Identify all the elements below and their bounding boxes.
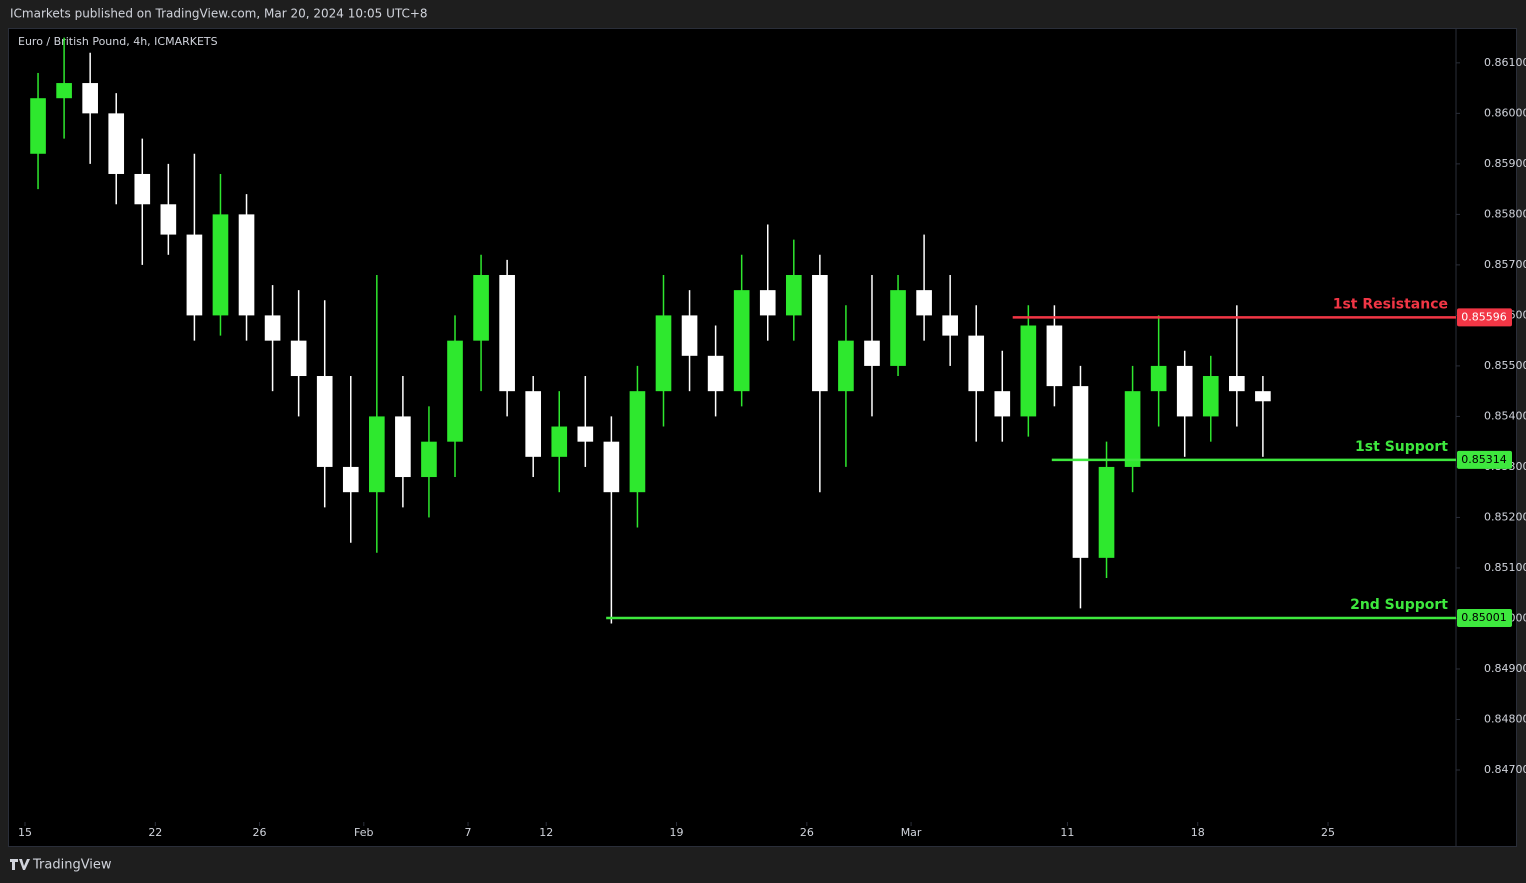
level-name: 1st Resistance bbox=[1333, 296, 1448, 312]
candle-body bbox=[707, 355, 724, 392]
chart-title: Euro / British Pound, 4h, ICMARKETS bbox=[18, 35, 218, 48]
candle-body bbox=[1046, 325, 1063, 387]
candle-body bbox=[890, 290, 906, 366]
candle-body bbox=[785, 274, 802, 316]
candle-body bbox=[994, 391, 1011, 417]
candle-body bbox=[759, 290, 776, 316]
x-tick-label: 7 bbox=[465, 826, 472, 839]
candle-body bbox=[603, 441, 620, 493]
level-name: 2nd Support bbox=[1350, 597, 1448, 613]
y-tick-label: 0.86000 bbox=[1484, 106, 1526, 119]
chart-panel bbox=[8, 28, 1517, 847]
candle-body bbox=[1124, 391, 1141, 467]
level-price-box bbox=[1457, 308, 1512, 327]
x-tick-label: 19 bbox=[670, 826, 684, 839]
candle-body bbox=[56, 83, 72, 99]
candle-body bbox=[577, 426, 594, 442]
candle-body bbox=[629, 391, 646, 493]
candle-body bbox=[395, 416, 411, 478]
candle-body bbox=[421, 441, 437, 478]
candle-body bbox=[186, 234, 203, 316]
level-price: 0.85314 bbox=[1461, 453, 1507, 466]
candle-body bbox=[82, 83, 98, 114]
y-tick-label: 0.84900 bbox=[1484, 662, 1526, 675]
candle-body bbox=[238, 214, 255, 316]
candle-body bbox=[838, 340, 854, 392]
candle-body bbox=[1020, 325, 1037, 417]
y-tick-label: 0.86100 bbox=[1484, 56, 1526, 69]
y-tick-label: 0.84700 bbox=[1484, 763, 1526, 776]
candle-body bbox=[942, 315, 958, 336]
candle-body bbox=[134, 173, 151, 205]
level-name: 1st Support bbox=[1355, 439, 1448, 455]
y-tick-label: 0.85700 bbox=[1484, 258, 1526, 271]
x-tick-label: 26 bbox=[253, 826, 267, 839]
x-tick-label: Feb bbox=[354, 826, 373, 839]
y-tick-label: 0.85500 bbox=[1484, 359, 1526, 372]
candle-body bbox=[1176, 365, 1193, 417]
candle-body bbox=[864, 340, 880, 366]
candle-body bbox=[1229, 376, 1245, 392]
candle-body bbox=[525, 391, 542, 457]
candle-body bbox=[30, 98, 46, 154]
candle-body bbox=[369, 416, 385, 493]
candle-body bbox=[1072, 386, 1089, 558]
level-price-box bbox=[1457, 450, 1512, 469]
candle-body bbox=[1255, 391, 1271, 402]
candle-body bbox=[447, 340, 463, 442]
x-tick-label: 18 bbox=[1191, 826, 1205, 839]
y-tick-label: 0.85400 bbox=[1484, 409, 1526, 422]
candle-body bbox=[1202, 376, 1219, 417]
candle-body bbox=[290, 340, 307, 377]
x-tick-label: 22 bbox=[148, 826, 162, 839]
publisher: ICmarkets published on TradingView.com, … bbox=[10, 7, 428, 21]
level-price-box bbox=[1457, 608, 1512, 627]
level-price: 0.85001 bbox=[1461, 611, 1507, 624]
candle-body bbox=[473, 274, 489, 341]
tv-logo bbox=[10, 859, 30, 870]
candle-body bbox=[264, 315, 281, 341]
y-tick-label: 0.85900 bbox=[1484, 157, 1526, 170]
x-tick-label: 11 bbox=[1060, 826, 1074, 839]
candle-body bbox=[1098, 466, 1115, 558]
brand: TradingView bbox=[32, 858, 112, 873]
candle-body bbox=[551, 426, 568, 457]
x-tick-label: Mar bbox=[901, 826, 922, 839]
candle-body bbox=[812, 274, 828, 392]
candle-body bbox=[968, 335, 985, 392]
x-tick-label: 25 bbox=[1321, 826, 1335, 839]
candle-body bbox=[499, 274, 515, 392]
level-price: 0.85596 bbox=[1461, 310, 1507, 323]
candle-body bbox=[342, 466, 359, 493]
candle-body bbox=[916, 290, 932, 316]
candle-body bbox=[733, 290, 750, 392]
y-tick-label: 0.85100 bbox=[1484, 561, 1526, 574]
candle-body bbox=[108, 113, 125, 174]
y-tick-label: 0.85800 bbox=[1484, 207, 1526, 220]
y-tick-label: 0.84800 bbox=[1484, 712, 1526, 725]
candle-body bbox=[316, 376, 333, 467]
x-tick-label: 12 bbox=[539, 826, 553, 839]
candle-body bbox=[212, 214, 229, 316]
candle-body bbox=[160, 204, 177, 235]
x-tick-label: 26 bbox=[800, 826, 814, 839]
candle-body bbox=[655, 315, 672, 392]
x-tick-label: 15 bbox=[18, 826, 32, 839]
candle-body bbox=[681, 315, 698, 356]
candle-body bbox=[1150, 365, 1167, 392]
y-tick-label: 0.85200 bbox=[1484, 510, 1526, 523]
